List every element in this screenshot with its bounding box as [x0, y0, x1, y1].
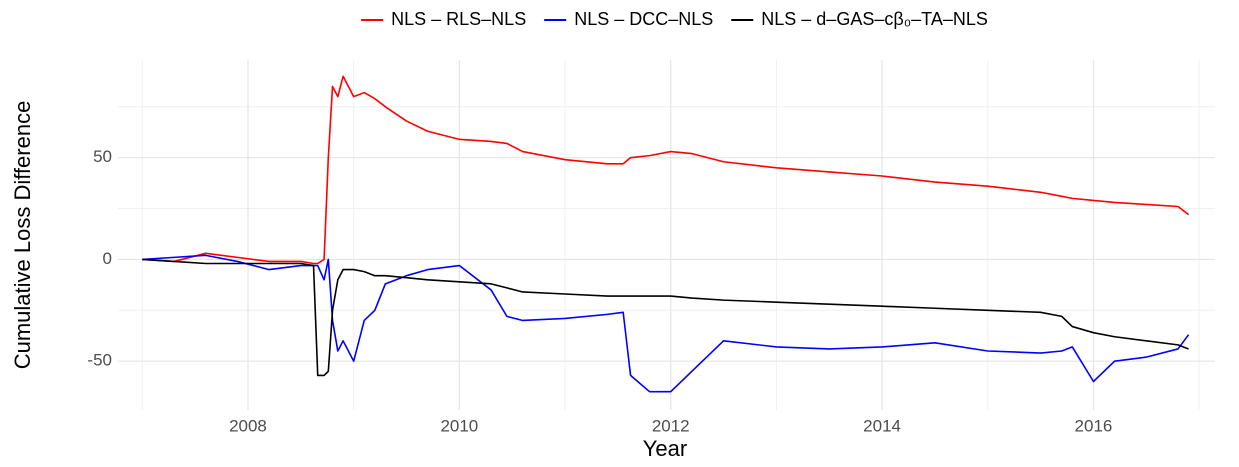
series-line: [142, 75, 1190, 265]
x-axis-title: Year: [643, 436, 687, 461]
series-line: [142, 254, 1190, 393]
x-tick-label: 2008: [229, 416, 267, 435]
legend-label: NLS – DCC–NLS: [574, 9, 713, 29]
x-tick-label: 2012: [652, 416, 690, 435]
series-line: [142, 258, 1189, 377]
legend-label: NLS – d–GAS–cβ₀–TA–NLS: [761, 9, 988, 29]
x-tick-label: 2010: [440, 416, 478, 435]
y-axis-title: Cumulative Loss Difference: [10, 101, 35, 370]
x-tick-label: 2016: [1075, 416, 1113, 435]
legend-item: NLS – d–GAS–cβ₀–TA–NLS: [731, 9, 988, 29]
legend-item: NLS – RLS–NLS: [361, 9, 526, 29]
y-tick-label: -50: [87, 351, 112, 370]
legend-label: NLS – RLS–NLS: [391, 9, 526, 29]
legend: NLS – RLS–NLS NLS – DCC–NLS NLS – d–GAS–cβ…: [361, 9, 988, 29]
x-tick-label: 2014: [863, 416, 901, 435]
legend-item: NLS – DCC–NLS: [544, 9, 713, 29]
y-tick-label: 50: [93, 147, 112, 166]
y-tick-label: 0: [103, 249, 112, 268]
